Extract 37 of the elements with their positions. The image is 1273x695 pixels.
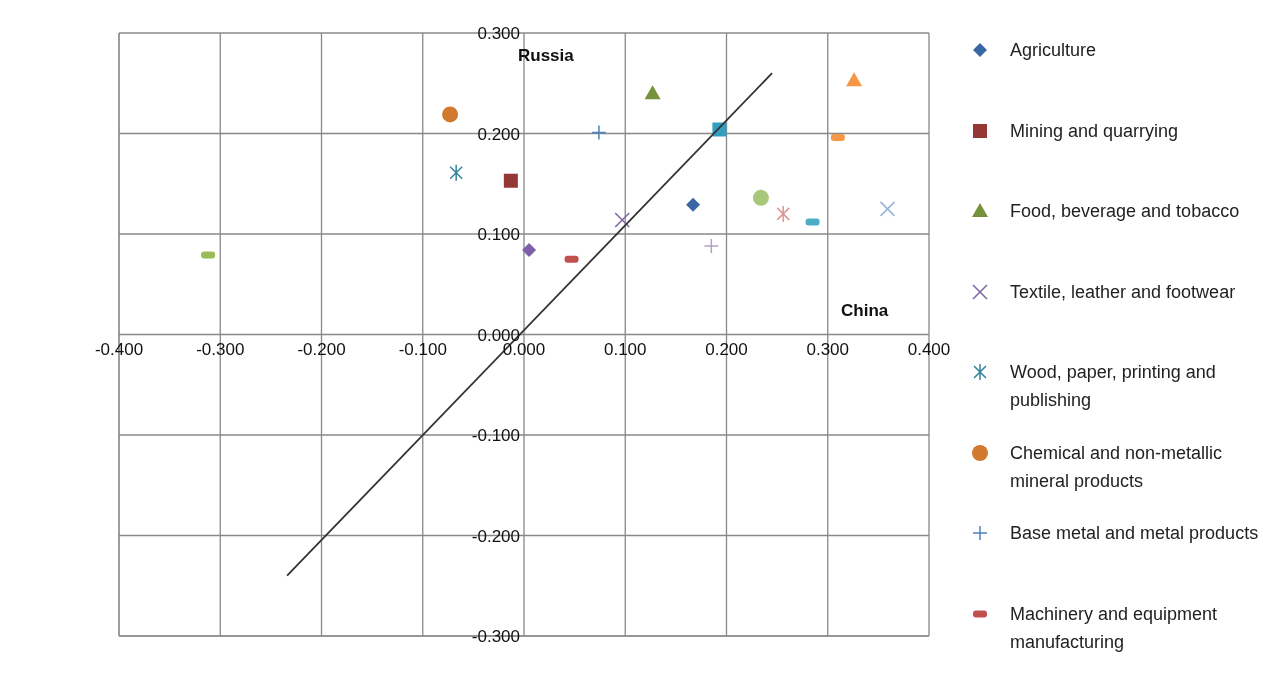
legend-label: Chemical and non-metallic mineral products	[1010, 441, 1224, 493]
legend-label: Wood, paper, printing and publishing	[1010, 361, 1217, 412]
point	[879, 201, 896, 217]
point	[522, 243, 537, 258]
y-tick-label: 0.200	[477, 124, 520, 144]
y-tick-label: 0.100	[477, 225, 520, 244]
x-tick-label: 0.100	[603, 339, 647, 359]
legend-label: Textile, leather and footwear	[1010, 280, 1237, 304]
x-tick-label: -0.100	[398, 339, 447, 359]
x-tick-label: -0.400	[94, 339, 144, 359]
x-tick-label: -0.200	[297, 339, 346, 359]
point	[686, 197, 701, 212]
point	[703, 238, 720, 254]
x-axis-title: China	[841, 300, 889, 321]
point	[752, 189, 769, 206]
legend-label: Machinery and equipment manufacturing	[1010, 602, 1219, 654]
x-tick-label: 0.400	[907, 339, 951, 359]
x-tick-label: -0.300	[196, 339, 245, 359]
x-tick-label: 0.200	[705, 339, 748, 359]
point	[614, 212, 630, 228]
y-tick-label: -0.100	[471, 426, 520, 445]
y-tick-label: 0.300	[477, 24, 520, 43]
point	[442, 106, 459, 123]
point	[644, 85, 661, 100]
point	[591, 124, 607, 141]
x-tick-label: 0.300	[806, 339, 850, 359]
legend-label: Agriculture	[1010, 39, 1098, 62]
legend-label: Base metal and metal products	[1010, 522, 1260, 545]
y-tick-label: -0.200	[471, 526, 520, 546]
point	[776, 205, 790, 223]
legend-label: Mining and quarrying	[1010, 119, 1180, 143]
point	[449, 163, 463, 182]
point	[503, 173, 518, 188]
point	[846, 72, 863, 87]
y-axis-title: Russia	[518, 46, 574, 66]
y-tick-label: -0.300	[471, 627, 520, 646]
legend-label: Food, beverage and tobacco	[1010, 200, 1241, 223]
